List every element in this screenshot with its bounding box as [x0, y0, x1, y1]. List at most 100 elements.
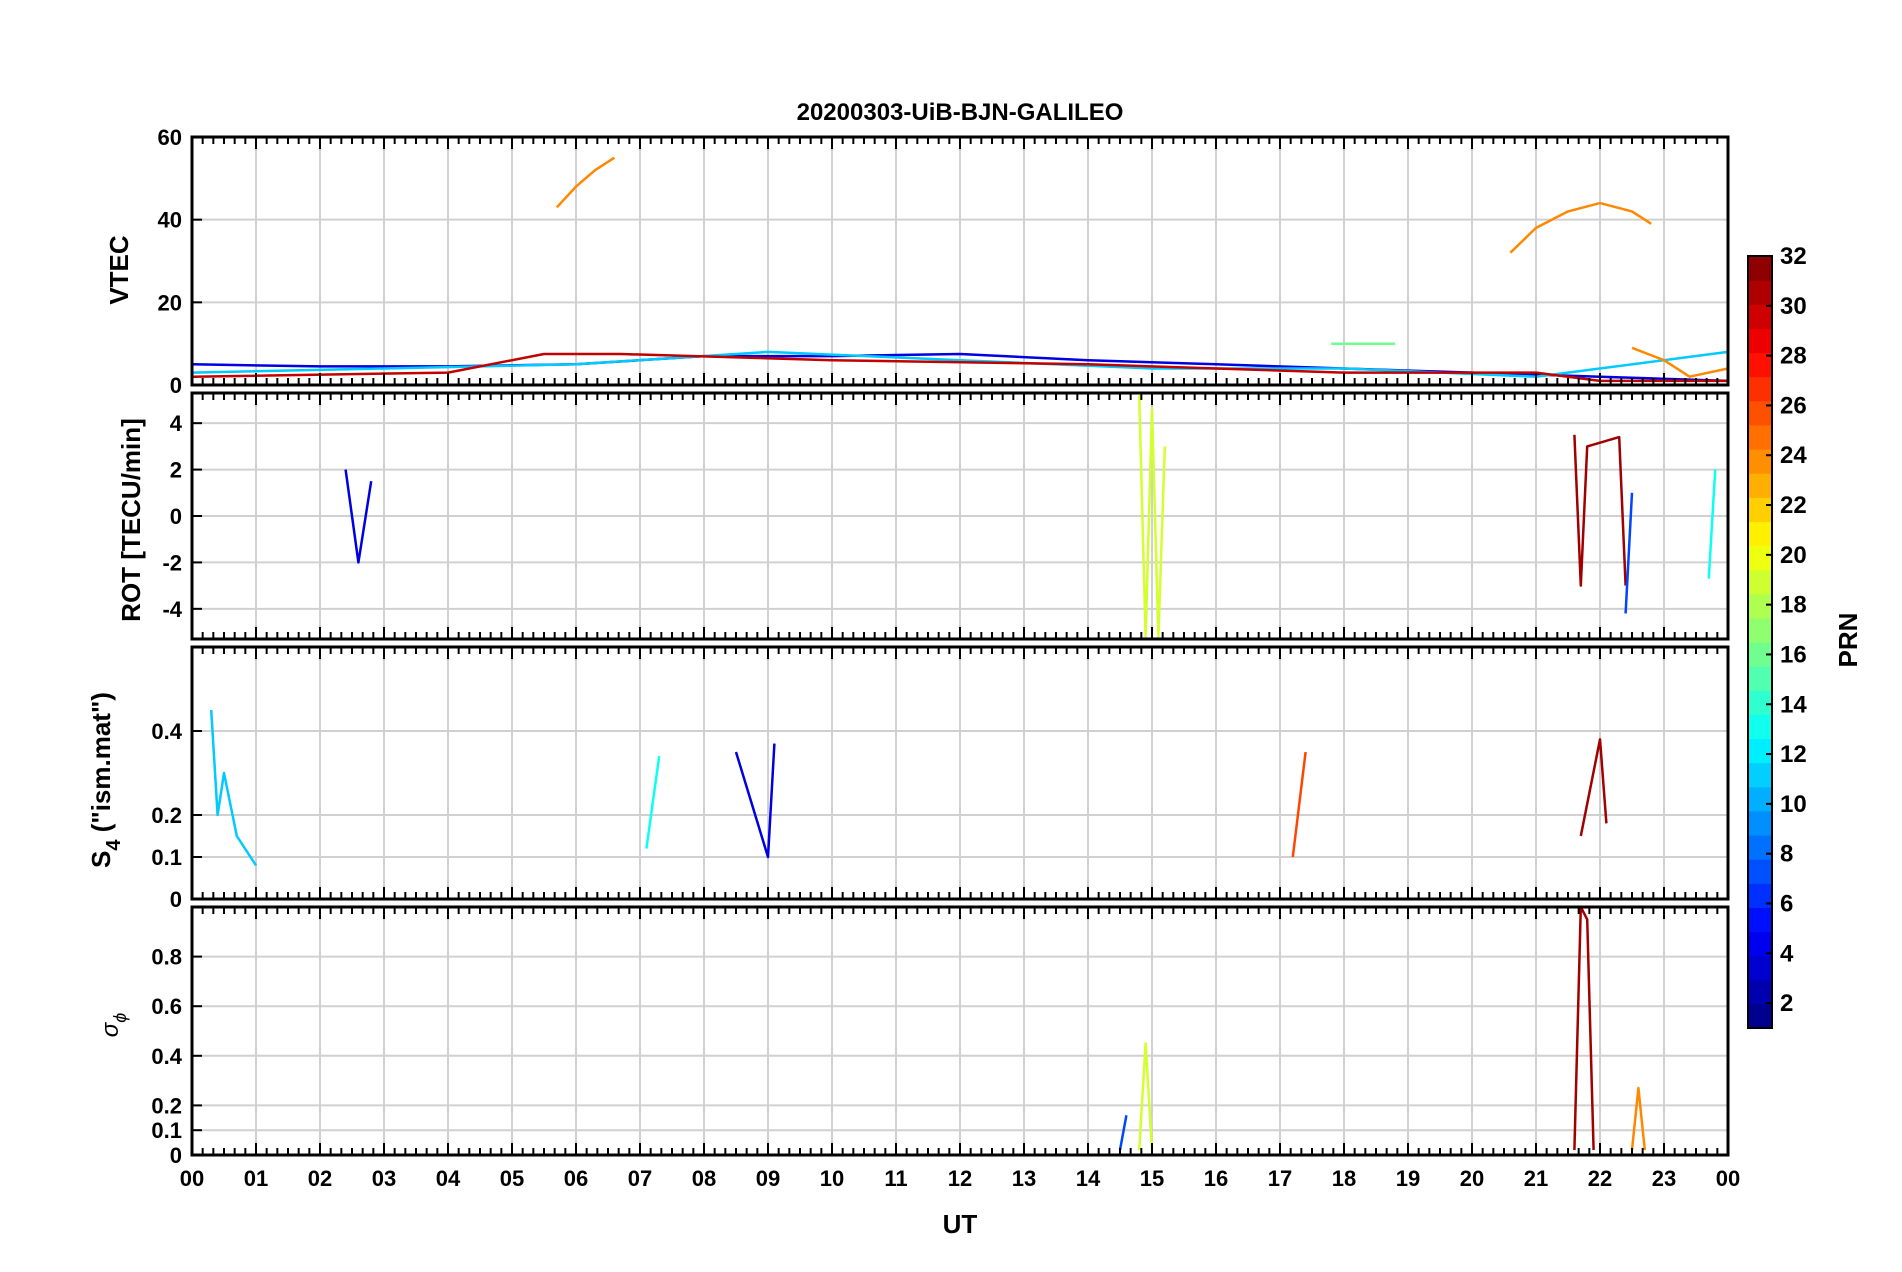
colorbar-label: PRN — [1833, 613, 1863, 668]
colorbar-tick-label: 28 — [1780, 343, 1807, 370]
panel-frame — [190, 905, 1730, 1157]
panel-vtec: 0 20 40 60 — [158, 125, 1730, 398]
x-tick-label: 02 — [308, 1166, 332, 1191]
colorbar-segment — [1748, 666, 1772, 691]
x-tick-label: 11 — [884, 1166, 907, 1191]
y-tick-label: 0.4 — [151, 719, 182, 744]
colorbar-segment — [1748, 690, 1772, 715]
x-tick-label: 07 — [628, 1166, 652, 1191]
colorbar-tick-label: 16 — [1780, 641, 1807, 668]
s4-ylabel-rest: ("ism.mat") — [86, 692, 116, 839]
y-tick-label: 0.6 — [151, 994, 182, 1019]
colorbar-segment — [1748, 593, 1772, 619]
colorbar-segment — [1748, 497, 1772, 522]
vtec-ylabel-text: VTEC — [104, 235, 134, 305]
y-tick-label: 0.8 — [151, 945, 182, 970]
x-tick-label: 00 — [1716, 1166, 1740, 1191]
x-tick-label: 12 — [948, 1166, 972, 1191]
x-tick-label: 05 — [500, 1166, 524, 1191]
s4-ylabel-text: S4 ("ism.mat") — [86, 692, 125, 868]
y-tick-label: 0.1 — [151, 1118, 182, 1143]
x-tick-label: 06 — [564, 1166, 588, 1191]
x-tick-label: 16 — [1204, 1166, 1228, 1191]
colorbar-segment — [1748, 449, 1772, 474]
vtec-ylabel: VTEC — [104, 235, 134, 305]
colorbar-segment — [1748, 931, 1772, 957]
colorbar-segment — [1748, 569, 1772, 595]
series-line-prn-24 — [1631, 346, 1729, 378]
sigma-ylabel: σϕ — [97, 1013, 130, 1038]
colorbar-tick-label: 2 — [1780, 990, 1793, 1017]
y-tick-label: 4 — [170, 411, 183, 436]
colorbar-segment — [1748, 617, 1772, 643]
colorbar-segment — [1748, 786, 1772, 812]
panels: 0204060-4-202400.10.20.400.10.20.40.60.8… — [151, 125, 1740, 1191]
colorbar-segment — [1748, 256, 1772, 281]
colorbar-tick-label: 6 — [1780, 890, 1793, 917]
x-tick-label: 04 — [436, 1166, 461, 1191]
x-tick-label: 19 — [1396, 1166, 1420, 1191]
panel-sigma: 00.10.2 0.4 0.6 0.8 — [151, 905, 1730, 1168]
colorbar-tick-label: 30 — [1780, 293, 1807, 320]
x-tick-label: 18 — [1332, 1166, 1356, 1191]
series-line-prn-31 — [1579, 738, 1608, 837]
x-tick-label: 20 — [1460, 1166, 1484, 1191]
colorbar-segment — [1748, 473, 1772, 498]
colorbar-segment — [1748, 979, 1772, 1005]
colorbar-segment — [1748, 907, 1772, 933]
colorbar-segment — [1748, 280, 1772, 305]
y-tick-label: 0 — [170, 887, 182, 912]
series-line-prn-24 — [1509, 201, 1652, 254]
y-tick-label: -4 — [162, 597, 182, 622]
x-tick-label: 00 — [180, 1166, 204, 1191]
colorbar-segment — [1748, 1003, 1772, 1029]
s4-ylabel-sub: 4 — [103, 839, 125, 851]
colorbar-tick-label: 24 — [1780, 442, 1807, 469]
x-tick-label: 09 — [756, 1166, 780, 1191]
series-line-prn-31 — [1573, 905, 1595, 1151]
panel-rot: -4 -2 0 2 4 — [162, 391, 1730, 641]
colorbar-tick-label: 14 — [1780, 691, 1807, 718]
colorbar-segment — [1748, 762, 1772, 788]
sigma-ylabel-text: σϕ — [97, 1013, 130, 1038]
y-tick-label: 0.4 — [151, 1044, 182, 1069]
x-tick-label: 10 — [820, 1166, 844, 1191]
y-tick-label: 40 — [158, 208, 182, 233]
panel-frame — [190, 391, 1730, 641]
y-tick-label: 0 — [170, 504, 182, 529]
colorbar-segment — [1748, 859, 1772, 884]
x-tick-label: 23 — [1652, 1166, 1676, 1191]
colorbar-tick-label: 22 — [1780, 492, 1807, 519]
series-line-prn-30 — [191, 352, 1728, 383]
x-tick-label: 03 — [372, 1166, 396, 1191]
colorbar-tick-label: 4 — [1780, 940, 1794, 967]
y-tick-label: 0.2 — [151, 1093, 182, 1118]
y-tick-label: 20 — [158, 290, 182, 315]
y-tick-label: 0 — [170, 1143, 182, 1168]
chart-title: 20200303-UiB-BJN-GALILEO — [797, 99, 1124, 126]
colorbar-segment — [1748, 714, 1772, 740]
panel-s4: 0 0.1 0.2 0.4 — [151, 645, 1730, 912]
x-tick-label: 21 — [1524, 1166, 1548, 1191]
colorbar-tick-label: 20 — [1780, 542, 1807, 569]
rot-ylabel: ROT [TECU/min] — [116, 418, 146, 622]
colorbar-label-text: PRN — [1833, 613, 1863, 668]
x-axis-label: UT — [943, 1209, 978, 1239]
x-tick-label: 15 — [1140, 1166, 1164, 1191]
sigma-ylabel-base: σ — [97, 1021, 124, 1037]
colorbar-tick-label: 10 — [1780, 791, 1807, 818]
panel-frame — [190, 135, 1730, 387]
panel-frame — [190, 645, 1730, 901]
x-tick-label: 14 — [1076, 1166, 1101, 1191]
series-line-prn-11 — [209, 709, 258, 867]
series-line-prn-7 — [1624, 492, 1634, 614]
x-tick-label: 01 — [244, 1166, 268, 1191]
series-line-prn-24 — [1630, 1086, 1647, 1151]
x-tick-label: 17 — [1268, 1166, 1292, 1191]
colorbar-tick-label: 26 — [1780, 392, 1807, 419]
colorbar-segment — [1748, 521, 1772, 547]
series-line-prn-19 — [1137, 395, 1167, 638]
s4-ylabel-base: S — [86, 851, 116, 868]
